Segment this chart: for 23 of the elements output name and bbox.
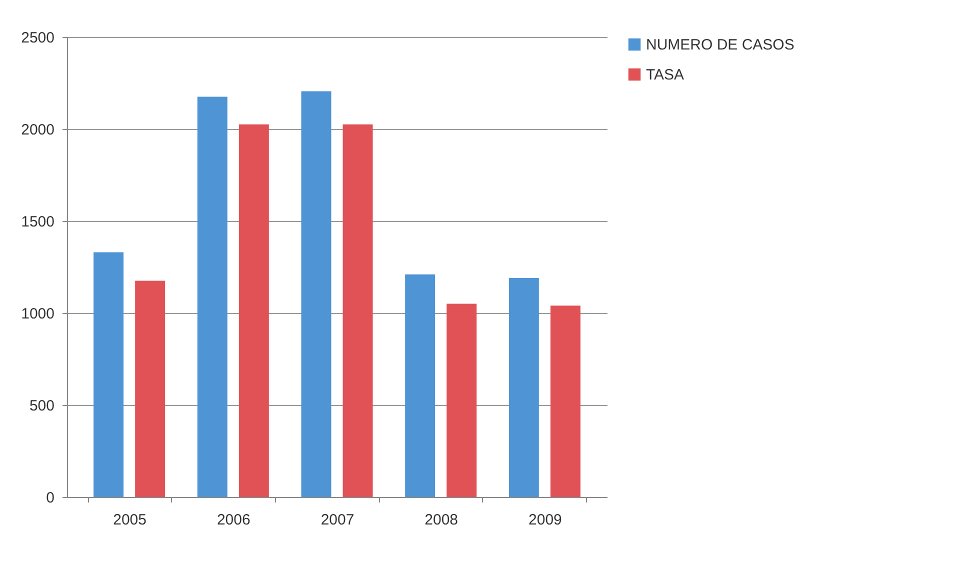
bar (197, 96, 228, 497)
bar (550, 306, 580, 497)
x-tick-label: 2008 (424, 512, 458, 528)
bar (508, 278, 539, 497)
bar (135, 280, 166, 497)
y-tick-label: 500 (29, 398, 54, 414)
y-tick-label: 1500 (21, 214, 54, 230)
legend-label: NUMERO DE CASOS (646, 36, 794, 54)
x-tick-label: 2006 (216, 512, 250, 528)
y-tick-label: 0 (46, 490, 54, 506)
x-tick-label: 2009 (528, 512, 562, 528)
y-tick-label: 2500 (21, 30, 54, 46)
x-tick-label: 2007 (320, 512, 354, 528)
legend-label: TASA (646, 66, 684, 84)
bar (301, 91, 332, 497)
x-tick-label: 2005 (113, 512, 146, 528)
y-tick-label: 1000 (21, 306, 54, 322)
y-tick-label: 2000 (21, 122, 54, 138)
bar (405, 274, 436, 497)
bar (238, 124, 269, 497)
bar (94, 252, 124, 497)
bar (342, 124, 373, 497)
bar (446, 304, 477, 497)
